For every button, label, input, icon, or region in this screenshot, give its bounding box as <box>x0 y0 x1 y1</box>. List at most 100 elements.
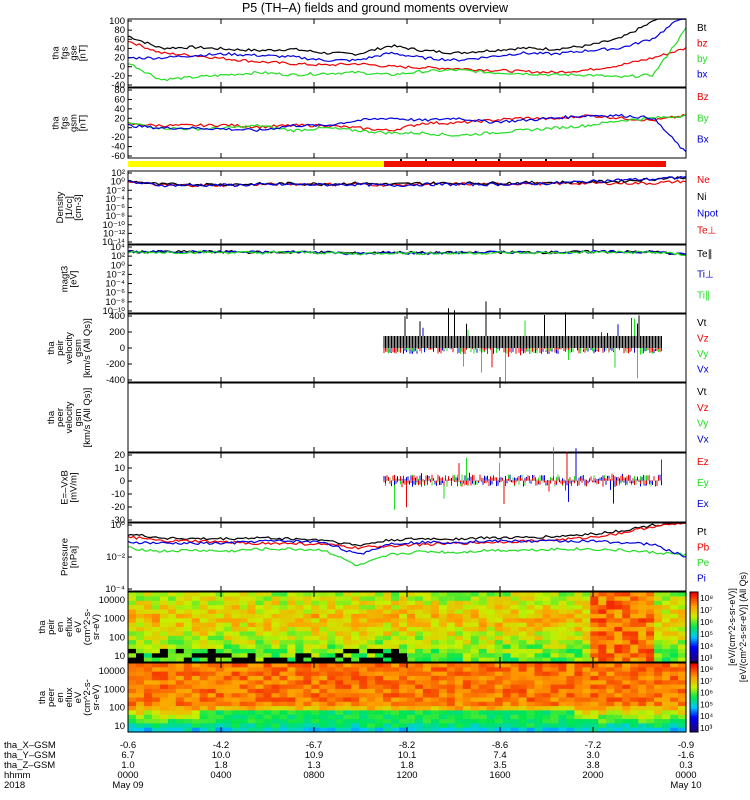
heat-cell <box>566 727 575 733</box>
heat-cell <box>518 693 528 699</box>
heat-cell <box>391 675 400 681</box>
heat-cell <box>646 684 655 690</box>
heat-cell <box>542 657 552 663</box>
axis-value: 1.0 <box>121 760 134 771</box>
colorbar-cell <box>690 601 698 605</box>
heat-cell <box>510 675 520 681</box>
heat-cell <box>422 600 432 606</box>
heat-cell <box>399 663 408 668</box>
heat-cell <box>223 667 233 673</box>
heat-cell <box>638 680 647 686</box>
heat-cell <box>566 684 575 690</box>
heat-cell <box>247 701 257 707</box>
heat-cell <box>478 653 488 659</box>
heat-cell <box>630 648 639 654</box>
heat-cell <box>582 667 591 673</box>
heat-cell <box>175 663 185 668</box>
heat-cell <box>143 671 153 677</box>
heat-cell <box>566 592 575 597</box>
heat-cell <box>606 723 615 729</box>
heat-cell <box>415 657 424 663</box>
heat-cell <box>319 648 328 654</box>
heat-cell <box>327 613 336 619</box>
heat-cell <box>231 657 241 663</box>
heat-cell <box>550 592 560 597</box>
heat-cell <box>367 635 376 641</box>
heat-cell <box>510 618 520 624</box>
heat-cell <box>526 710 536 716</box>
heat-cell <box>574 631 583 637</box>
heat-cell <box>526 719 536 724</box>
colorbar-tick: 10³ <box>700 723 712 733</box>
heat-cell <box>430 680 440 686</box>
heat-cell <box>287 693 296 699</box>
heat-cell <box>175 706 185 711</box>
heat-cell <box>646 714 655 720</box>
heat-cell <box>654 667 663 673</box>
heat-cell <box>223 688 233 694</box>
heat-cell <box>622 719 631 724</box>
heat-cell <box>143 596 153 602</box>
heat-cell <box>446 723 456 729</box>
ylabel-line: fgs <box>60 116 71 129</box>
heat-cell <box>383 640 392 646</box>
heat-cell <box>558 631 568 637</box>
heat-cell <box>606 635 615 641</box>
heat-cell <box>247 622 257 628</box>
heat-cell <box>422 710 432 716</box>
heat-cell <box>367 657 376 663</box>
heat-cell <box>590 675 599 681</box>
heat-cell <box>574 697 583 703</box>
heat-cell <box>638 671 647 677</box>
heat-cell <box>566 627 575 632</box>
heat-cell <box>295 701 304 707</box>
heat-cell <box>167 631 177 637</box>
colorbar-cell <box>690 629 698 633</box>
ylabel-line: Density <box>55 191 66 223</box>
heat-cell <box>247 605 257 611</box>
heat-cell <box>239 600 249 606</box>
heat-cell <box>279 609 289 615</box>
heat-cell <box>550 640 560 646</box>
heat-cell <box>175 693 185 699</box>
heat-cell <box>415 653 424 659</box>
heat-cell <box>175 609 185 615</box>
heat-cell <box>630 710 639 716</box>
ytick-label: 40 <box>114 104 125 115</box>
heat-cell <box>375 644 384 650</box>
heat-cell <box>287 618 296 624</box>
heat-cell <box>279 657 289 663</box>
colorbar-cell <box>690 663 698 666</box>
heat-cell <box>502 667 512 673</box>
axis-value: 2000 <box>582 770 603 781</box>
heat-cell <box>502 697 512 703</box>
ylabel-line: peir <box>46 619 57 635</box>
heat-cell <box>415 618 424 624</box>
heat-cell <box>143 600 153 606</box>
heat-cell <box>486 635 496 641</box>
heat-cell <box>263 640 273 646</box>
heat-cell <box>327 644 336 650</box>
heat-cell <box>271 663 281 668</box>
heat-cell <box>207 622 217 628</box>
heat-cell <box>558 675 568 681</box>
heat-cell <box>574 667 583 673</box>
heat-cell <box>247 693 257 699</box>
heat-cell <box>295 600 304 606</box>
heat-cell <box>191 592 201 597</box>
heat-cell <box>550 680 560 686</box>
heat-cell <box>223 635 233 641</box>
heat-cell <box>295 596 304 602</box>
heat-cell <box>502 706 512 711</box>
heat-cell <box>590 640 599 646</box>
heat-cell <box>183 671 193 677</box>
heat-cell <box>622 727 631 733</box>
heat-cell <box>670 605 679 611</box>
heat-cell <box>430 719 440 724</box>
heat-cell <box>215 671 225 677</box>
heat-cell <box>638 622 647 628</box>
heat-cell <box>582 648 591 654</box>
heat-cell <box>263 605 273 611</box>
heat-cell <box>510 719 520 724</box>
heat-cell <box>574 600 583 606</box>
